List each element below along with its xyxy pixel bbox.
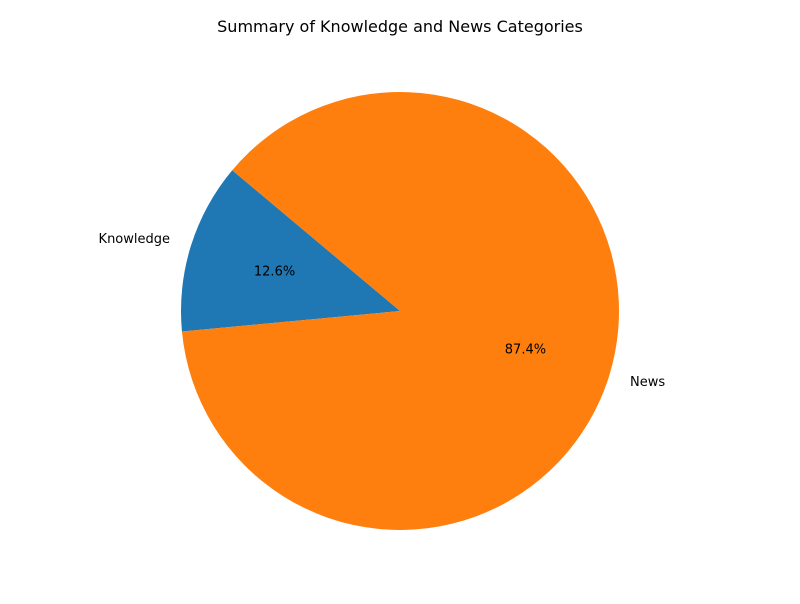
pie-slice-knowledge xyxy=(181,170,400,332)
pct-label-news: 87.4% xyxy=(505,343,546,358)
pie-slices xyxy=(181,92,620,530)
slice-label-knowledge: Knowledge xyxy=(99,232,170,247)
slice-label-news: News xyxy=(630,375,665,390)
pie-labels: Knowledge 12.6% News 87.4% xyxy=(99,232,666,390)
chart-title: Summary of Knowledge and News Categories xyxy=(217,17,583,36)
pct-label-knowledge: 12.6% xyxy=(254,264,295,279)
pie-slice-news xyxy=(181,92,620,530)
